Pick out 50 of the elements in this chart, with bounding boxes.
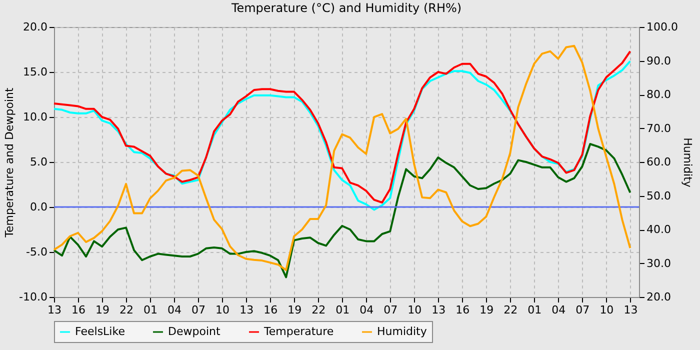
y-tick-label: -10.0 [19, 290, 48, 304]
chart-title: Temperature (°C) and Humidity (RH%) [230, 1, 462, 15]
y-tick-label: 20.0 [23, 20, 48, 34]
x-tick-label: 22 [312, 304, 326, 316]
y2-tick-label: 50.0 [646, 189, 671, 202]
x-tick-label: 04 [360, 304, 374, 316]
x-tick-label: 04 [168, 304, 182, 316]
x-tick-label: 01 [336, 304, 350, 316]
y2-tick-label: 40.0 [646, 223, 671, 236]
y2-tick-label: 100.0 [646, 20, 678, 34]
x-tick-label: 19 [288, 304, 302, 316]
x-tick-label: 19 [480, 304, 494, 316]
line-series [53, 143, 632, 278]
y2-tick-label: 80.0 [646, 88, 671, 101]
y2-tick-label: 20.0 [646, 290, 671, 304]
y2-tick-label: 90.0 [646, 54, 671, 68]
x-tick-label: 22 [120, 304, 134, 316]
y2-tick-label: 70.0 [646, 122, 671, 135]
x-tick-label: 01 [144, 304, 158, 316]
x-tick-label: 19 [96, 304, 110, 316]
x-tick-label: 10 [216, 304, 230, 316]
x-tick-label: 13 [624, 304, 638, 316]
x-tick-label: 22 [504, 304, 518, 316]
y-tick-label: 15.0 [23, 66, 48, 78]
x-tick-label: 10 [408, 304, 422, 316]
y-tick-label: 10.0 [23, 110, 48, 124]
x-tick-label: 01 [528, 304, 542, 316]
x-tick-label: 13 [432, 304, 446, 316]
y2-tick-label: 60.0 [646, 156, 671, 168]
y2-axis-title: Humidity [680, 138, 694, 188]
legend-label: Temperature [263, 325, 334, 338]
x-tick-label: 16 [72, 304, 86, 316]
x-tick-label: 16 [264, 304, 278, 316]
x-tick-label: 13 [240, 304, 254, 316]
x-tick-label: 16 [456, 304, 470, 316]
y-tick-label: 5.0 [30, 156, 48, 168]
x-tick-label: 10 [600, 304, 614, 316]
line-series [53, 44, 632, 271]
x-tick-label: 07 [384, 304, 398, 316]
x-tick-label: 13 [48, 304, 62, 316]
y-tick-label: 0.0 [30, 200, 48, 214]
y-axis-title: Temperature and Dewpoint [3, 86, 16, 238]
x-tick-label: 04 [552, 304, 566, 316]
x-tick-label: 07 [576, 304, 590, 316]
x-tick-label: 07 [192, 304, 206, 316]
y2-tick-label: 30.0 [646, 256, 671, 270]
legend-label: Dewpoint [168, 325, 221, 338]
legend-label: FeelsLike [75, 325, 126, 338]
y-tick-label: -5.0 [26, 246, 48, 258]
legend-label: Humidity [377, 325, 428, 338]
